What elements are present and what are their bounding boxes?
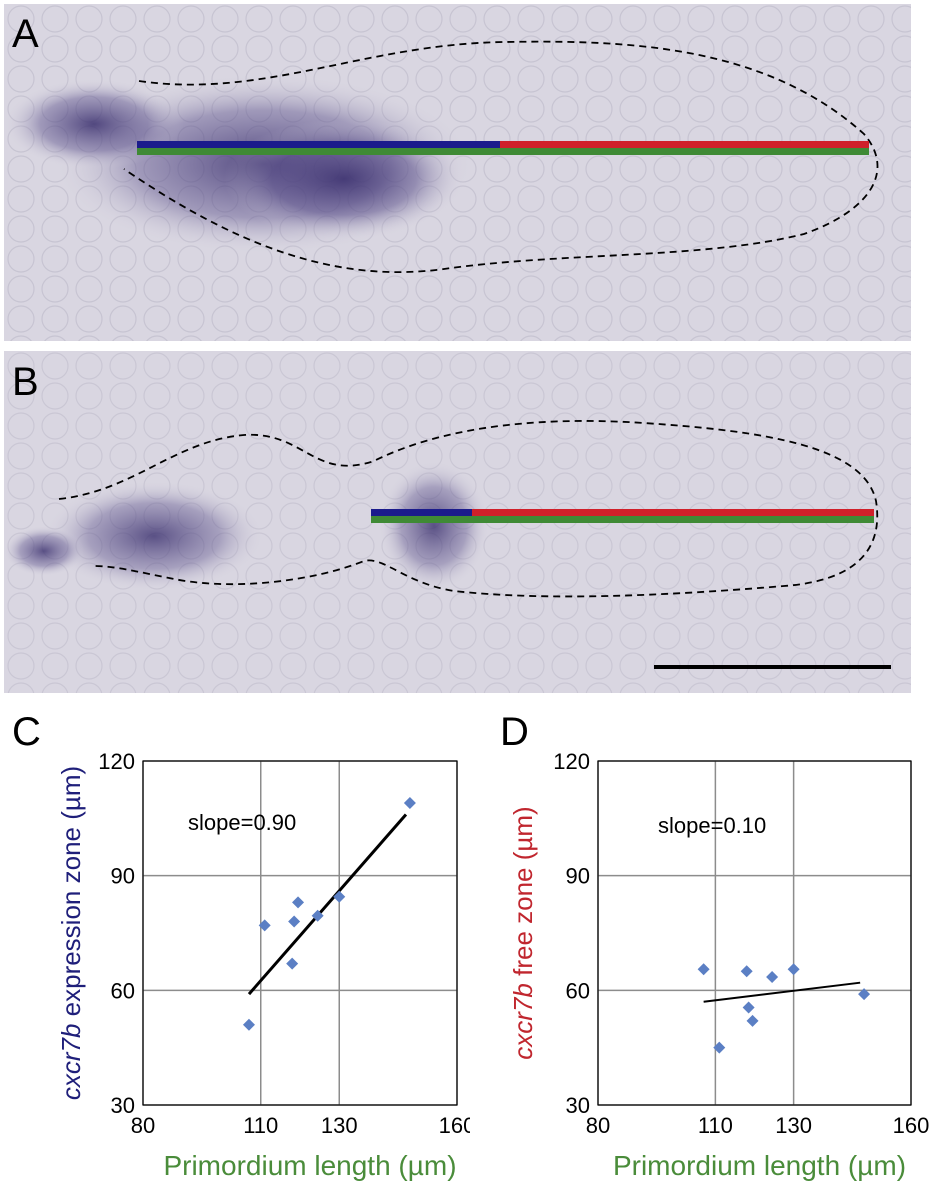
panel-letter-c: C	[12, 710, 41, 754]
chart-d-ylabel-rest: free zone (µm)	[508, 806, 538, 983]
chart-d-xtick-label: 130	[775, 1113, 812, 1138]
chart-c-point-2	[286, 957, 299, 970]
primordium-outline-a	[123, 40, 879, 273]
chart-c-point-4	[292, 896, 305, 909]
chart-c-slope-annotation: slope=0.90	[188, 810, 296, 835]
chart-d-ytick-label: 30	[566, 1093, 590, 1118]
chart-c-ylabel-rest: expression zone (µm)	[56, 766, 86, 1024]
chart-c: 80 110 130 160 30 60 90 120 slope=0.90 Primordium…	[0, 700, 470, 1188]
chart-c-point-6	[333, 890, 346, 903]
panel-letter-a: A	[12, 12, 39, 56]
free-zone-bar-b	[472, 509, 874, 516]
chart-c-xtick-label: 130	[321, 1113, 358, 1138]
chart-d-point-7	[858, 988, 871, 1001]
chart-c-svg: 80 110 130 160 30 60 90 120 slope=0.90 Primordium…	[56, 749, 470, 1181]
primordium-length-bar-b	[371, 516, 874, 523]
micrograph-a-svg	[4, 4, 911, 341]
chart-d-point-5	[766, 970, 779, 983]
chart-d-trendline	[703, 981, 861, 1003]
free-zone-bar-a	[500, 141, 869, 148]
chart-d-ylabel-italic: cxcr7b	[508, 983, 538, 1060]
stain-region-b	[44, 481, 264, 591]
chart-c-point-7	[403, 797, 416, 810]
chart-d-xlabel: Primordium length (µm)	[613, 1150, 906, 1181]
chart-c-ytick-label: 60	[111, 978, 135, 1003]
expression-zone-bar-a	[137, 141, 500, 148]
chart-c-ytick-label: 90	[111, 864, 135, 889]
chart-d-point-2	[740, 965, 753, 978]
chart-d: 80 110 130 160 30 60 90 120 slope=0.10 Primordium…	[470, 700, 931, 1188]
chart-d-point-0	[697, 963, 710, 976]
primordium-length-bar-a	[137, 148, 869, 155]
chart-c-point-0	[242, 1018, 255, 1031]
chart-d-ytick-label: 60	[566, 978, 590, 1003]
chart-c-point-3	[288, 915, 301, 928]
micrograph-b-svg	[4, 351, 911, 693]
chart-d-ytick-label: 120	[553, 749, 590, 774]
chart-d-point-1	[713, 1041, 726, 1054]
chart-c-xtick-label: 160	[439, 1113, 470, 1138]
panel-letter-d: D	[500, 710, 529, 754]
micrograph-panel-a	[4, 4, 911, 341]
chart-d-plot-frame	[597, 760, 912, 1106]
micrograph-panel-b	[4, 351, 911, 693]
chart-c-trendline	[247, 813, 408, 996]
chart-c-xtick-label: 80	[131, 1113, 155, 1138]
chart-c-ytick-label: 30	[111, 1093, 135, 1118]
chart-c-point-1	[258, 919, 271, 932]
chart-c-ylabel: cxcr7b expression zone (µm)	[56, 766, 86, 1100]
chart-d-xtick-label: 80	[586, 1113, 610, 1138]
chart-d-point-4	[746, 1014, 759, 1027]
chart-d-svg: 80 110 130 160 30 60 90 120 slope=0.10 Primordium…	[508, 749, 930, 1181]
chart-d-xtick-label: 110	[698, 1113, 733, 1138]
chart-d-point-6	[787, 963, 800, 976]
chart-d-ylabel: cxcr7b free zone (µm)	[508, 806, 538, 1059]
chart-c-plot-frame	[142, 760, 458, 1106]
primordium-outline-b	[58, 420, 879, 598]
chart-d-point-3	[742, 1001, 755, 1014]
chart-c-ytick-label: 120	[98, 749, 135, 774]
panel-letter-b: B	[12, 360, 39, 404]
chart-d-ytick-label: 90	[566, 864, 590, 889]
chart-d-xtick-label: 160	[893, 1113, 930, 1138]
expression-zone-bar-b	[371, 509, 472, 516]
chart-c-point-5	[311, 909, 324, 922]
chart-c-xtick-label: 110	[243, 1113, 278, 1138]
chart-d-slope-annotation: slope=0.10	[658, 813, 766, 838]
chart-c-ylabel-italic: cxcr7b	[56, 1024, 86, 1101]
chart-c-xlabel: Primordium length (µm)	[163, 1150, 456, 1181]
scale-bar	[654, 665, 891, 669]
